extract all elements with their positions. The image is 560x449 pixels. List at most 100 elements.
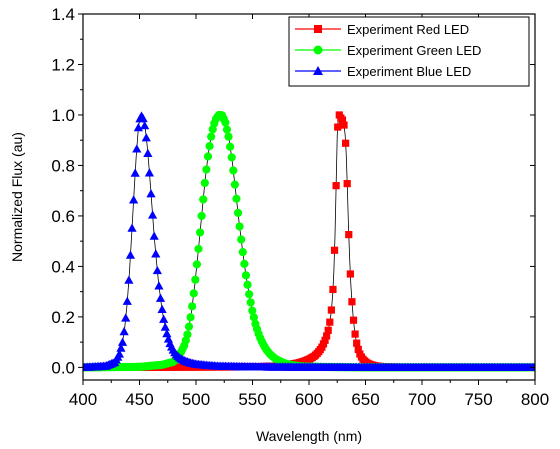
data-point [152, 265, 162, 275]
legend-label: Experiment Blue LED [347, 64, 471, 79]
data-point [124, 275, 134, 284]
y-axis-title: Normalized Flux (au) [9, 132, 25, 262]
data-point [143, 148, 153, 158]
data-point [329, 285, 337, 294]
data-point [186, 313, 195, 322]
data-point [229, 166, 238, 175]
data-point [227, 153, 236, 162]
data-point [345, 231, 353, 239]
x-tick-label: 800 [521, 390, 549, 409]
data-point [226, 142, 235, 151]
data-point [121, 313, 131, 322]
legend-marker [313, 45, 323, 55]
data-point [334, 123, 342, 131]
data-point [246, 298, 255, 307]
data-point [151, 249, 161, 258]
data-point [346, 270, 354, 278]
data-point [154, 281, 164, 290]
x-axis-title: Wavelength (nm) [256, 428, 362, 444]
data-point [235, 222, 244, 231]
data-point [342, 139, 350, 147]
data-point [144, 168, 155, 177]
data-point [243, 280, 252, 289]
data-point [122, 296, 132, 305]
legend-item: Experiment Green LED [295, 43, 481, 58]
data-point [232, 194, 241, 203]
data-point [157, 304, 167, 314]
data-point [249, 313, 258, 322]
data-point [351, 330, 359, 338]
data-point [114, 349, 124, 358]
data-point [159, 314, 169, 323]
x-tick-label: 450 [125, 390, 153, 409]
x-tick-label: 500 [182, 390, 210, 409]
data-point [349, 316, 358, 324]
legend-marker [314, 25, 322, 33]
x-tick-label: 650 [351, 390, 379, 409]
series-line [83, 114, 535, 368]
data-point [117, 337, 128, 346]
data-point [205, 141, 214, 151]
data-point [148, 210, 158, 219]
data-point [338, 116, 347, 124]
data-point [130, 168, 140, 177]
data-point [129, 195, 139, 204]
series-line [83, 114, 535, 368]
legend-label: Experiment Green LED [347, 43, 481, 58]
y-tick-label: 1.0 [51, 106, 75, 125]
data-point [224, 132, 233, 141]
legend-marker [313, 66, 323, 75]
data-point [248, 306, 257, 315]
data-point [197, 211, 206, 221]
series-2 [83, 111, 535, 372]
data-point [160, 322, 170, 331]
data-point [132, 144, 142, 153]
y-tick-label: 0.4 [51, 257, 75, 276]
legend-label: Experiment Red LED [347, 22, 469, 37]
data-point [183, 330, 192, 339]
x-tick-label: 700 [408, 390, 436, 409]
data-point [155, 293, 166, 302]
y-tick-label: 0.0 [51, 358, 75, 377]
data-point [116, 343, 126, 352]
series-line [83, 114, 535, 368]
legend: Experiment Red LED Experiment Green LED Ex… [288, 16, 530, 87]
data-point [194, 244, 203, 254]
x-tick-label: 550 [238, 390, 266, 409]
data-point [191, 275, 200, 284]
data-point [188, 302, 197, 311]
data-point [353, 339, 361, 347]
data-point [222, 125, 232, 134]
data-point [233, 208, 243, 218]
data-point [343, 180, 351, 188]
x-tick-label: 400 [69, 390, 97, 409]
data-point [348, 298, 356, 306]
data-point [221, 118, 230, 127]
y-tick-label: 1.4 [51, 5, 75, 24]
data-point [184, 322, 194, 331]
data-point [141, 133, 151, 142]
data-point [327, 306, 335, 314]
data-point [189, 289, 198, 298]
y-tick-label: 0.2 [51, 308, 75, 327]
data-point [321, 336, 329, 344]
data-point [324, 326, 332, 334]
data-point [119, 326, 129, 336]
x-tick-label: 600 [295, 390, 323, 409]
legend-item: Experiment Red LED [295, 22, 469, 37]
data-point [127, 223, 137, 232]
y-tick-label: 0.6 [51, 207, 75, 226]
y-tick-label: 1.2 [51, 55, 75, 74]
data-point [138, 113, 148, 123]
data-point [195, 228, 205, 237]
data-point [230, 180, 239, 189]
data-point [332, 182, 340, 190]
data-point [207, 132, 216, 141]
data-point [200, 178, 209, 188]
axes-layer: 400 450 500 550 600 650 700 750 800 0.0 0.2 0.4 0.6 0… [51, 5, 549, 409]
data-point [140, 120, 150, 130]
y-tick-label: 0.8 [51, 156, 75, 175]
data-point [162, 328, 172, 338]
data-point [238, 248, 247, 257]
